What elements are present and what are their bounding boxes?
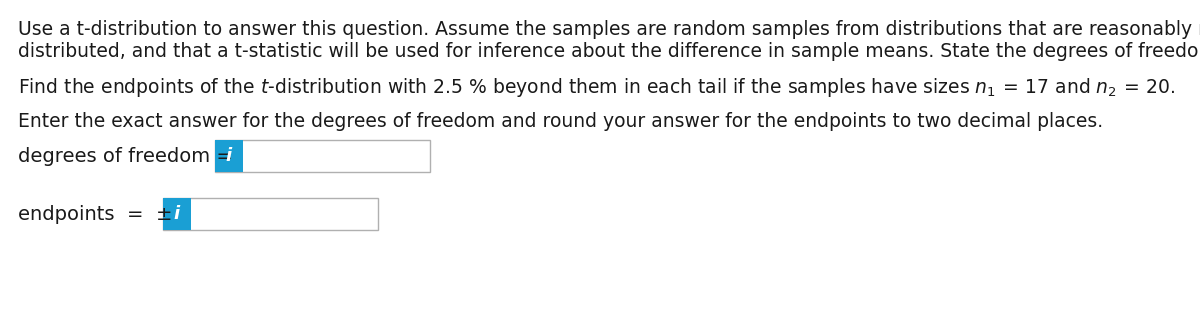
FancyBboxPatch shape — [215, 140, 242, 172]
FancyBboxPatch shape — [215, 140, 430, 172]
Text: endpoints  =  ±: endpoints = ± — [18, 204, 173, 224]
FancyBboxPatch shape — [163, 198, 191, 230]
Text: Enter the exact answer for the degrees of freedom and round your answer for the : Enter the exact answer for the degrees o… — [18, 112, 1103, 131]
Text: i: i — [226, 147, 232, 165]
Text: degrees of freedom =: degrees of freedom = — [18, 146, 239, 166]
FancyBboxPatch shape — [163, 198, 378, 230]
Text: Find the endpoints of the $t$-distribution with 2.5 % beyond them in each tail i: Find the endpoints of the $t$-distributi… — [18, 76, 1176, 99]
Text: i: i — [174, 205, 180, 223]
Text: Use a t-distribution to answer this question. Assume the samples are random samp: Use a t-distribution to answer this ques… — [18, 20, 1200, 39]
Text: distributed, and that a t-statistic will be used for inference about the differe: distributed, and that a t-statistic will… — [18, 42, 1200, 61]
